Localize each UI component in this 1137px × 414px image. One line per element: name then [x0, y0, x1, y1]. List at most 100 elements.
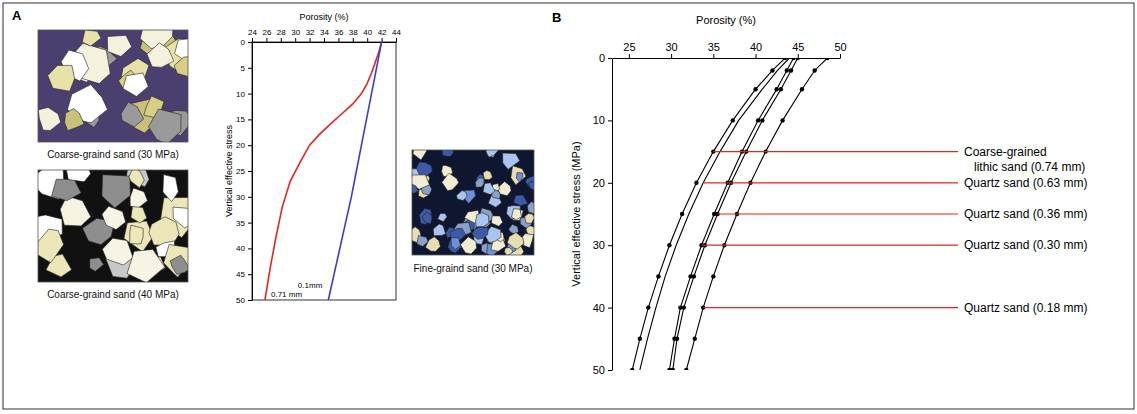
tick-label: 40: [593, 302, 605, 314]
figure-border: [3, 3, 1134, 409]
photo-caption: Fine-graind sand (30 MPa): [414, 263, 533, 274]
marker: [656, 274, 660, 278]
tick: 30: [236, 193, 252, 202]
photomicrograph: [412, 150, 534, 255]
photo-background: [412, 150, 534, 255]
marker: [672, 337, 676, 341]
tick: 45: [792, 41, 804, 58]
x-axis-title: Porosity (%): [696, 14, 756, 26]
tick-mark: [266, 38, 267, 42]
leader-line: [702, 245, 958, 246]
leader-line: [713, 151, 958, 152]
figure: Coarse-graind sand (30 MPa)Coarse-graind…: [0, 0, 1137, 414]
tick-mark: [608, 245, 612, 246]
grain: [419, 209, 432, 225]
marker: [796, 58, 800, 60]
tick: 30: [593, 239, 612, 251]
tick-label: 35: [236, 219, 245, 228]
grain: [438, 214, 447, 222]
tick: 35: [236, 219, 252, 228]
axis-line: [612, 59, 613, 371]
tick-label: 10: [593, 114, 605, 126]
grain: [129, 170, 144, 188]
tick-label: 50: [834, 41, 846, 53]
tick-mark: [248, 300, 252, 301]
marker: [680, 212, 684, 216]
tick-mark: [840, 54, 841, 58]
marker: [791, 58, 795, 60]
grain: [163, 175, 179, 202]
tick-label: 25: [623, 41, 635, 53]
tick: 0: [241, 38, 252, 47]
marker: [693, 337, 697, 341]
tick: 35: [708, 41, 720, 58]
grain: [174, 56, 188, 77]
grain: [413, 150, 427, 160]
grain: [442, 173, 459, 191]
axis: 2426283032343638404244: [248, 28, 401, 43]
grain: [527, 202, 534, 214]
grain: [48, 65, 75, 91]
tick-label: 40: [750, 41, 762, 53]
tick-mark: [248, 68, 252, 69]
tick-mark: [248, 197, 252, 198]
grain: [102, 175, 130, 208]
tick-label: 15: [236, 115, 245, 124]
tick: 28: [277, 28, 286, 42]
marker: [711, 274, 715, 278]
leader-line: [703, 307, 958, 308]
tick-label: 0: [241, 38, 246, 47]
grain: [514, 195, 528, 206]
grain: [149, 109, 182, 142]
tick-mark: [713, 54, 714, 58]
tick: 25: [236, 167, 252, 176]
grain: [170, 255, 188, 274]
marker: [667, 368, 671, 370]
tick-mark: [608, 183, 612, 184]
marker: [770, 68, 774, 72]
tick-mark: [248, 145, 252, 146]
tick-mark: [248, 119, 252, 120]
tick-label: 34: [320, 28, 329, 37]
grain: [448, 238, 461, 253]
tick-label: 20: [593, 177, 605, 189]
tick: 20: [236, 141, 252, 150]
marker: [780, 118, 784, 122]
tick: 44: [392, 28, 401, 42]
tick-mark: [324, 38, 325, 42]
tick: 42: [378, 28, 387, 42]
grain: [486, 150, 498, 157]
grain: [525, 176, 534, 190]
tick-mark: [281, 38, 282, 42]
tick: 10: [236, 90, 252, 99]
grain: [503, 153, 520, 169]
tick: 15: [236, 115, 252, 124]
tick: 50: [236, 296, 252, 305]
marker: [756, 118, 760, 122]
grain: [507, 206, 521, 220]
tick: 30: [665, 41, 677, 58]
grain: [38, 229, 64, 263]
photomicrograph: [38, 170, 188, 282]
tick-label: 30: [665, 41, 677, 53]
grain: [127, 249, 165, 282]
tick-label: 35: [708, 41, 720, 53]
grain: [528, 182, 534, 190]
panel-letter: B: [552, 10, 561, 25]
marker: [667, 243, 671, 247]
panel-letter: A: [12, 8, 22, 23]
grain: [511, 166, 526, 185]
marker: [753, 87, 757, 91]
series-label: Coarse-grainedlithic sand (0.74 mm): [964, 145, 1085, 174]
grain: [507, 233, 524, 250]
series-label: Quartz sand (0.63 mm): [964, 176, 1087, 190]
axis-line: [253, 42, 397, 43]
tick-mark: [310, 38, 311, 42]
grain: [123, 73, 148, 97]
grain: [491, 216, 502, 226]
series-line: [265, 42, 382, 300]
plot-area: [265, 42, 382, 300]
photo-frame: [38, 30, 188, 142]
tick-mark: [608, 58, 612, 59]
tick-label: 44: [392, 28, 401, 37]
